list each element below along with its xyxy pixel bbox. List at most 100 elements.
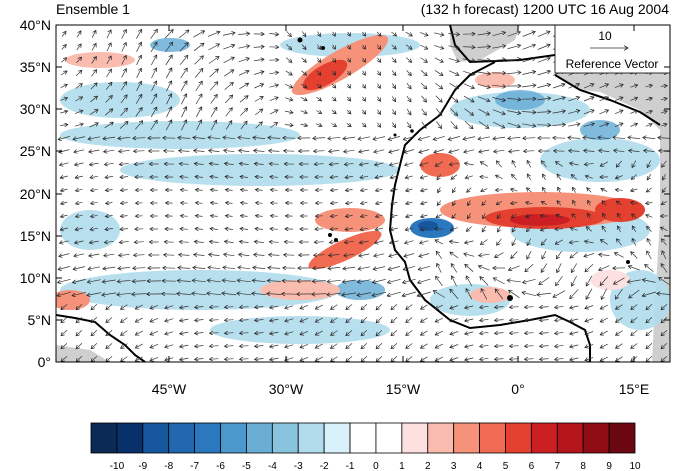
wind-vector (224, 254, 235, 255)
wind-vector (87, 292, 102, 296)
wind-vector (522, 85, 536, 87)
wind-vector (121, 343, 128, 349)
wind-vector (586, 227, 593, 232)
wind-vector (267, 294, 282, 295)
wind-vector (284, 125, 293, 126)
wind-vector (330, 190, 338, 191)
wind-vector (135, 356, 143, 361)
wind-vector (377, 57, 380, 63)
wind-vector (388, 136, 400, 139)
wind-vector (177, 294, 192, 295)
colorbar-label: 9 (606, 461, 612, 471)
wind-vector (421, 356, 428, 361)
wind-vector (525, 359, 534, 360)
wind-vector (314, 151, 325, 152)
wind-vector (405, 44, 412, 49)
colorbar-swatch (246, 422, 273, 454)
wind-vector (406, 95, 411, 102)
wind-vector (603, 213, 606, 219)
wind-vector (331, 343, 338, 349)
wind-vector (285, 306, 294, 309)
wind-vector (136, 55, 142, 65)
wind-vector (166, 107, 171, 118)
wind-vector (331, 317, 338, 323)
wind-vector (585, 263, 594, 272)
wind-vector (527, 174, 532, 181)
wind-vector (342, 280, 356, 282)
wind-vector (195, 333, 204, 334)
wind-vector (89, 163, 99, 165)
wind-vector (569, 241, 579, 243)
wind-vector (496, 201, 502, 204)
wind-vector (102, 293, 117, 295)
wind-vector (552, 97, 565, 101)
wind-vector (540, 216, 548, 217)
wind-vector (151, 81, 157, 92)
wind-vector (165, 332, 174, 335)
wind-vector (391, 317, 398, 322)
wind-vector (507, 72, 521, 73)
wind-vector (465, 241, 474, 243)
wind-vector (406, 202, 413, 204)
wind-vector (166, 81, 171, 92)
wind-vector (421, 108, 427, 115)
wind-vector (210, 333, 219, 334)
colorbar-swatch (427, 422, 455, 454)
wind-vector (313, 268, 326, 269)
wind-vector (660, 124, 667, 126)
wind-vector (61, 189, 68, 191)
wind-vector (585, 331, 594, 335)
wind-vector (314, 242, 324, 243)
wind-vector (133, 138, 146, 139)
wind-vector (495, 289, 504, 300)
wind-vector (600, 317, 608, 322)
wind-vector (254, 151, 265, 152)
wind-vector (449, 82, 459, 89)
wind-vector (405, 31, 413, 36)
wind-vector (300, 124, 308, 126)
colorbar-label: 1 (399, 461, 405, 471)
wind-vector (480, 358, 489, 359)
wind-vector (180, 190, 188, 191)
wind-vector (555, 239, 563, 244)
wind-vector (599, 84, 609, 89)
wind-vector (121, 82, 126, 91)
wind-vector (315, 317, 323, 322)
wind-vector (165, 306, 174, 309)
wind-vector (194, 151, 205, 152)
wind-vector (121, 356, 128, 362)
wind-vector (647, 173, 652, 180)
wind-vector (495, 333, 504, 334)
wind-vector (492, 109, 505, 115)
wind-vector (180, 68, 188, 79)
wind-vector (464, 121, 473, 128)
wind-vector (376, 303, 383, 310)
wind-vector (346, 317, 353, 322)
colorbar-label: 0 (373, 461, 379, 471)
wind-vector (362, 31, 365, 36)
wind-vector (285, 319, 294, 322)
wind-vector (417, 291, 431, 296)
wind-vector (449, 163, 459, 165)
wind-vector (572, 214, 577, 219)
wind-vector (210, 94, 218, 104)
wind-vector (225, 95, 232, 104)
wind-vector (195, 107, 201, 118)
wind-vector (91, 330, 98, 335)
wind-vector (363, 96, 366, 101)
wind-vector (492, 46, 505, 49)
colorbar-label: 10 (629, 461, 641, 471)
wind-vector (120, 95, 127, 104)
wind-vector (525, 307, 534, 308)
wind-vector (541, 263, 548, 273)
wind-vector (632, 160, 637, 168)
wind-vector (253, 267, 266, 268)
colorbar-swatch (505, 422, 532, 454)
wind-vector (285, 332, 294, 335)
wind-vector (406, 108, 411, 115)
wind-vector (480, 177, 489, 178)
wind-vector (540, 359, 549, 360)
lat-label: 35°N (20, 59, 51, 75)
wind-vector (421, 330, 428, 335)
wind-vector (106, 304, 113, 309)
